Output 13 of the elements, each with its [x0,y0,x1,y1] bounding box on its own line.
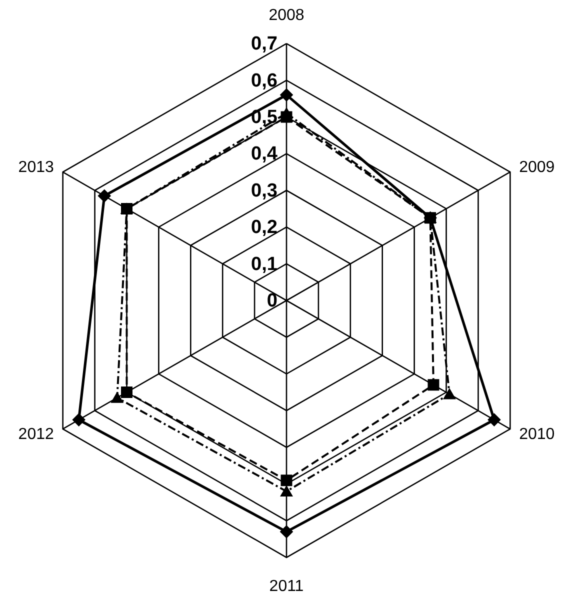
y-tick-label: 0,7 [251,34,278,55]
y-tick-label: 0,1 [251,254,278,275]
spoke-label: 2012 [18,426,54,444]
spoke-label: 2008 [268,6,304,24]
y-tick-label: 0,3 [251,180,278,202]
spoke-label: 2013 [18,158,54,176]
y-tick-label: 0,4 [251,144,278,165]
y-tick-label: 0,6 [251,70,278,92]
spoke-label: 2010 [519,426,555,444]
spoke-label: 2009 [519,158,555,176]
y-tick-label: 0,2 [251,217,278,238]
spoke-label: 2011 [269,578,304,596]
y-tick-label: 0 [266,290,278,312]
